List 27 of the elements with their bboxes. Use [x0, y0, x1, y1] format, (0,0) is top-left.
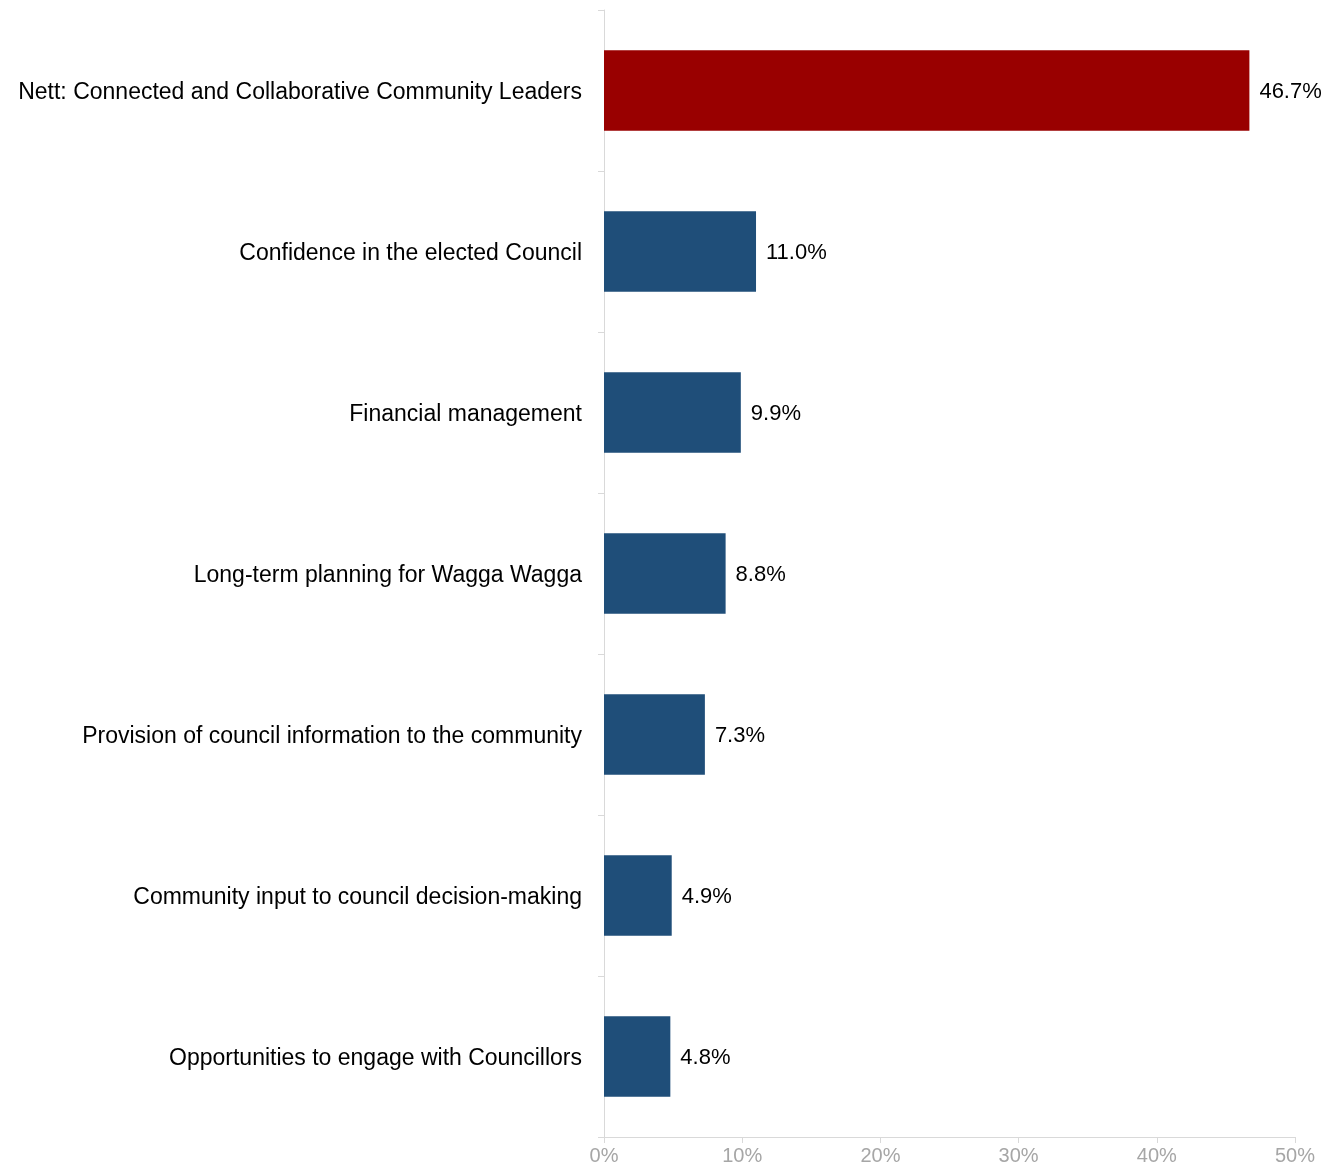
data-label: 11.0% [766, 239, 827, 264]
bar [604, 694, 705, 775]
x-tick-label: 10% [722, 1144, 763, 1166]
y-tick-label: Financial management [349, 399, 583, 426]
x-tick-label: 0% [589, 1144, 619, 1166]
x-tick-label: 50% [1274, 1144, 1316, 1166]
x-tick-label: 30% [998, 1144, 1039, 1166]
bar [604, 211, 757, 292]
y-tick-label: Opportunities to engage with Councillors [169, 1043, 582, 1070]
data-label: 46.7% [1259, 78, 1322, 103]
y-tick-label: Community input to council decision-making [133, 882, 582, 909]
data-label: 8.8% [735, 561, 786, 586]
bar [604, 50, 1250, 131]
y-tick-label: Provision of council information to the community [82, 721, 583, 748]
bar [604, 1016, 671, 1097]
data-label: 7.3% [714, 722, 766, 747]
bar [604, 533, 726, 614]
data-label: 4.9% [681, 883, 732, 908]
bar [604, 372, 741, 453]
data-label: 9.9% [750, 400, 801, 425]
y-tick-label: Nett: Connected and Collaborative Community Leaders [18, 77, 582, 104]
y-tick-label: Confidence in the elected Council [239, 238, 582, 265]
y-tick-label: Long-term planning for Wagga Wagga [193, 560, 583, 587]
x-tick-label: 20% [860, 1144, 901, 1166]
data-label: 4.8% [680, 1044, 731, 1069]
bar [604, 855, 672, 936]
x-tick-label: 40% [1136, 1144, 1178, 1166]
